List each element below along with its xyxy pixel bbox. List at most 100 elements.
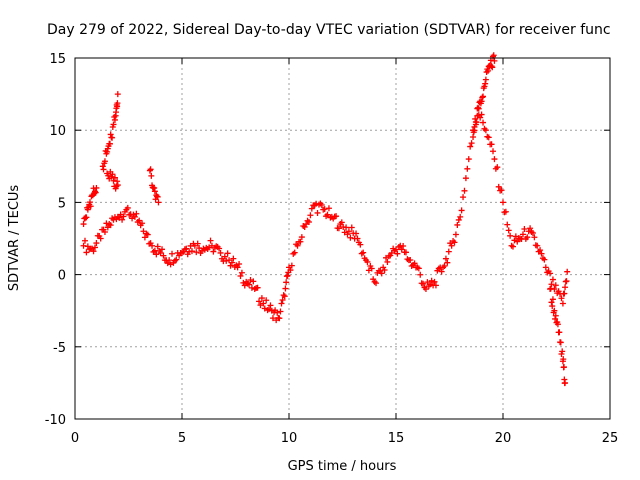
data-point [527, 225, 534, 232]
data-point [556, 329, 563, 336]
x-tick-label: 10 [281, 431, 298, 446]
data-point [482, 80, 489, 87]
data-point [224, 250, 231, 257]
data-point [221, 253, 228, 260]
y-tick-label: -10 [45, 413, 66, 428]
data-point [263, 297, 270, 304]
data-point [92, 189, 99, 196]
data-point [111, 116, 118, 123]
data-point [445, 248, 452, 255]
data-point [124, 204, 131, 211]
data-point [83, 214, 90, 221]
data-point [432, 282, 439, 289]
data-point [151, 184, 158, 191]
data-point [534, 242, 541, 249]
data-point [210, 248, 217, 255]
data-point [353, 230, 360, 237]
data-point [304, 217, 311, 224]
data-point [80, 221, 87, 228]
data-point [472, 115, 479, 122]
x-tick-label: 25 [602, 431, 619, 446]
data-point [114, 100, 121, 107]
data-point [298, 234, 305, 241]
data-point [358, 250, 365, 257]
data-point [562, 379, 569, 386]
data-point [422, 286, 429, 293]
data-point [494, 164, 501, 171]
data-point [90, 248, 97, 255]
data-point [97, 235, 104, 242]
data-point [442, 255, 449, 262]
data-point [348, 224, 355, 231]
plot-frame [74, 57, 611, 420]
data-point [120, 213, 127, 220]
data-point [86, 199, 93, 206]
chart-title: Day 279 of 2022, Sidereal Day-to-day VTE… [47, 22, 611, 38]
data-point [357, 241, 364, 248]
data-point [133, 210, 140, 217]
data-point [490, 53, 497, 60]
data-point [538, 250, 545, 257]
data-point [485, 134, 492, 141]
data-point [318, 201, 325, 208]
data-point [160, 252, 167, 259]
data-point [471, 127, 478, 134]
data-point [325, 205, 332, 212]
data-point [236, 261, 243, 268]
data-point [157, 249, 164, 256]
data-point [101, 158, 108, 165]
data-point [559, 348, 566, 355]
data-point [562, 284, 569, 291]
data-point [277, 308, 284, 315]
axis-ticks: 0 5 10 15 20 25 -10 -5 0 5 10 15 [45, 52, 619, 446]
data-point [347, 234, 354, 241]
x-tick-label: 5 [178, 431, 186, 446]
y-tick-label: 5 [58, 196, 66, 211]
data-point [539, 255, 546, 262]
data-point [106, 140, 113, 147]
data-point [551, 307, 558, 314]
data-point [431, 278, 438, 285]
data-point [452, 231, 459, 238]
data-point [360, 249, 367, 256]
data-point [460, 194, 467, 201]
data-point [110, 121, 117, 128]
y-tick-label: -5 [53, 341, 66, 356]
data-point [251, 286, 258, 293]
data-point [291, 249, 298, 256]
data-point [114, 182, 121, 189]
data-point [500, 199, 506, 206]
data-point [489, 64, 496, 71]
data-point [485, 67, 492, 74]
data-point [440, 264, 447, 271]
data-point [458, 207, 465, 214]
data-point [217, 249, 224, 256]
data-point [269, 315, 276, 322]
data-point [119, 216, 126, 223]
x-tick-label: 0 [71, 431, 79, 446]
data-point [81, 215, 88, 222]
data-point [144, 231, 151, 238]
data-point [193, 249, 200, 256]
data-point [457, 213, 464, 220]
data-point [467, 143, 474, 150]
data-point [287, 267, 294, 274]
data-point [146, 167, 153, 174]
data-point [519, 231, 526, 238]
data-point [223, 257, 230, 264]
data-point [151, 188, 158, 195]
data-point [531, 234, 538, 241]
data-point [114, 178, 121, 185]
data-point [83, 249, 90, 256]
data-point [234, 264, 241, 271]
data-point [473, 119, 480, 126]
data-point [228, 259, 235, 266]
data-point [93, 184, 100, 191]
data-point [105, 172, 112, 179]
data-point [470, 134, 477, 141]
data-point [428, 277, 435, 284]
data-point [507, 232, 514, 239]
y-tick-label: 0 [58, 269, 66, 284]
data-point [131, 213, 138, 220]
